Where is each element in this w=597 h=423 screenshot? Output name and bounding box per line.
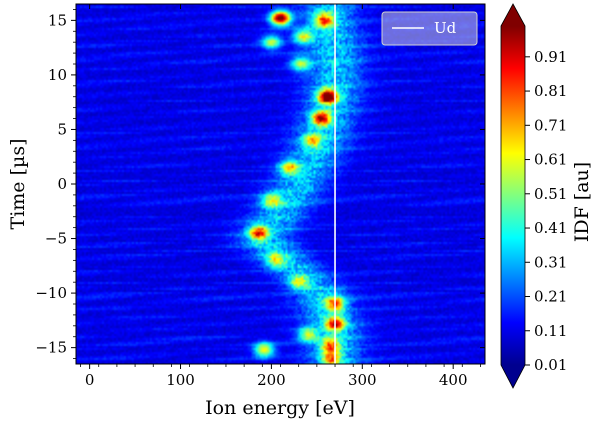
colorbar-tick-label: 0.71: [534, 116, 567, 134]
x-axis: 0 100 200 300 400: [80, 4, 481, 389]
y-tick-label: −5: [45, 230, 67, 248]
x-tick-label: 100: [166, 371, 195, 389]
colorbar: 0.01 0.11 0.21 0.31 0.41 0.51 0.61 0.71 0.81 0.91…: [500, 3, 593, 389]
x-tick-label: 200: [257, 371, 286, 389]
colorbar-tick-label: 0.01: [534, 356, 567, 374]
colorbar-tick-label: 0.21: [534, 288, 567, 306]
y-axis: −15 −10 −5 0 5 10 15: [35, 9, 485, 359]
colorbar-extend-bottom: [501, 365, 525, 388]
colorbar-tick-label: 0.81: [534, 82, 567, 100]
colorbar-tick-label: 0.31: [534, 253, 567, 271]
legend: Ud: [381, 11, 478, 46]
legend-label-ud: Ud: [434, 19, 457, 37]
colorbar-gradient: [501, 26, 525, 365]
colorbar-tick-label: 0.61: [534, 151, 567, 169]
colorbar-outline: [500, 3, 526, 389]
y-tick-label: 5: [57, 120, 67, 138]
colorbar-extend-top: [501, 4, 525, 26]
x-tick-label: 300: [348, 371, 377, 389]
x-tick-label: 0: [85, 371, 95, 389]
y-tick-label: −15: [35, 339, 67, 357]
x-tick-label: 400: [439, 371, 468, 389]
colorbar-label: IDF [au]: [571, 162, 593, 242]
colorbar-ticks: 0.01 0.11 0.21 0.31 0.41 0.51 0.61 0.71 0.81 0.91: [525, 48, 567, 374]
colorbar-tick-label: 0.91: [534, 48, 567, 66]
y-tick-label: −10: [35, 284, 67, 302]
heatmap-image: [76, 4, 485, 364]
y-tick-label: 15: [48, 11, 67, 29]
y-tick-label: 10: [48, 66, 67, 84]
colorbar-tick-label: 0.11: [534, 322, 567, 340]
y-axis-label: Time [µs]: [7, 139, 29, 230]
colorbar-tick-label: 0.51: [534, 185, 567, 203]
legend-box: [381, 11, 478, 46]
y-tick-label: 0: [57, 175, 67, 193]
plot-area: Ud: [75, 3, 486, 365]
colorbar-tick-label: 0.41: [534, 219, 567, 237]
x-axis-label: Ion energy [eV]: [205, 397, 355, 419]
